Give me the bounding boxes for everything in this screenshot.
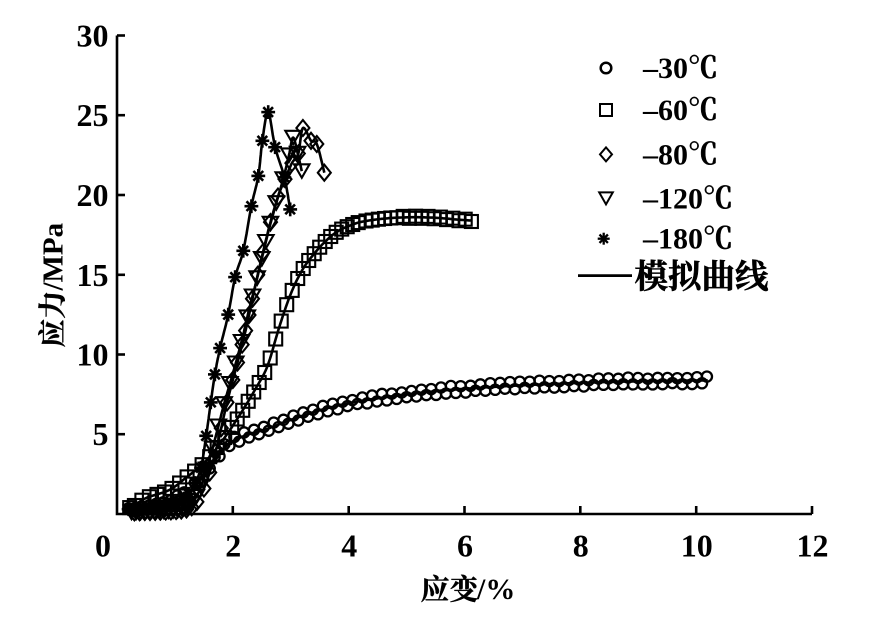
svg-text:15: 15 (77, 257, 109, 293)
svg-text:–60: –60 (642, 94, 688, 127)
svg-text:–80: –80 (642, 138, 688, 171)
svg-text:20: 20 (77, 177, 109, 213)
svg-text:5: 5 (93, 416, 109, 452)
svg-text:10: 10 (681, 528, 713, 564)
svg-text:0: 0 (95, 528, 111, 564)
svg-text:6: 6 (457, 528, 473, 564)
svg-text:4: 4 (341, 528, 357, 564)
svg-text:25: 25 (77, 97, 109, 133)
svg-text:10: 10 (77, 337, 109, 373)
svg-text:/MPa: /MPa (38, 222, 70, 291)
svg-text:12: 12 (797, 528, 829, 564)
svg-text:–180: –180 (642, 223, 703, 256)
svg-text:–30: –30 (642, 52, 688, 85)
svg-text:8: 8 (573, 528, 589, 564)
svg-text:30: 30 (77, 18, 109, 54)
svg-text:–120: –120 (642, 182, 703, 215)
svg-text:2: 2 (225, 528, 241, 564)
svg-text:/%: /% (476, 573, 515, 606)
